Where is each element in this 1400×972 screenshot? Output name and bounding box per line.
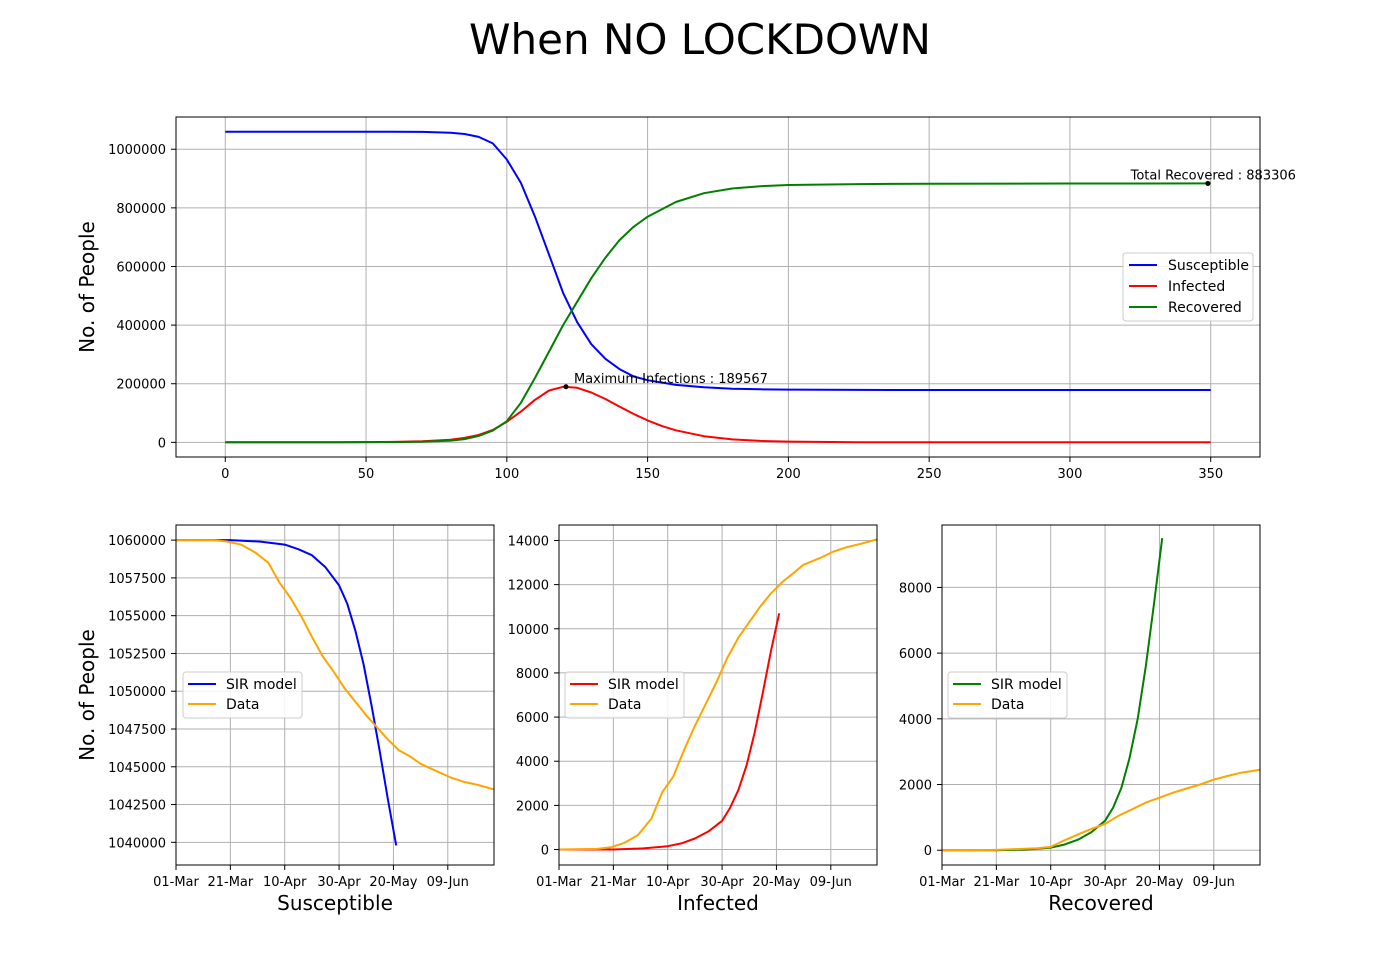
x-tick-label: 09-Jun [810, 875, 852, 890]
x-tick-label: 01-Mar [536, 875, 582, 890]
figure-title: When NO LOCKDOWN [469, 15, 931, 64]
y-tick-label: 10000 [508, 623, 549, 638]
x-tick-label: 50 [358, 467, 375, 482]
y-tick-label: 2000 [899, 779, 932, 794]
legend-label: Infected [1168, 279, 1225, 295]
y-tick-label: 1060000 [108, 534, 166, 549]
y-tick-label: 8000 [516, 667, 549, 682]
axes-frame [175, 116, 1261, 458]
y-tick-label: 8000 [899, 581, 932, 596]
x-tick-label: 01-Mar [919, 875, 965, 890]
legend: SIR model Data [564, 671, 685, 719]
y-tick-label: 1052500 [108, 647, 166, 662]
y-tick-label: 200000 [116, 378, 166, 393]
series-line-infected [225, 385, 1211, 444]
x-tick-label: 20-May [369, 875, 417, 890]
legend-label: SIR model [991, 677, 1062, 693]
annotation-label: Total Recovered : 883306 [1130, 168, 1296, 183]
legend-label: SIR model [226, 677, 297, 693]
axes-frame [175, 524, 495, 866]
x-axis-label: Infected [677, 891, 759, 915]
series-line-data [559, 538, 877, 851]
x-tick-label: 0 [221, 467, 229, 482]
series-line-recovered [225, 182, 1211, 444]
x-tick-label: 20-May [752, 875, 800, 890]
legend-label: Data [991, 697, 1024, 713]
x-tick-label: 21-Mar [590, 875, 636, 890]
x-tick-label: 150 [635, 467, 660, 482]
y-tick-label: 1042500 [108, 799, 166, 814]
legend-label: Data [226, 697, 259, 713]
y-tick-label: 0 [541, 844, 549, 859]
x-axis-label: Recovered [1048, 891, 1153, 915]
y-tick-label: 800000 [116, 202, 166, 217]
legend: SIR model Data [947, 671, 1068, 719]
x-tick-label: 21-Mar [973, 875, 1019, 890]
y-axis-label: No. of People [75, 629, 99, 761]
y-tick-label: 0 [924, 844, 932, 859]
y-tick-label: 0 [158, 436, 166, 451]
legend-label: Data [608, 697, 641, 713]
y-tick-label: 4000 [899, 713, 932, 728]
x-axis-label: Susceptible [277, 891, 393, 915]
y-tick-label: 1050000 [108, 685, 166, 700]
x-tick-label: 09-Jun [427, 875, 469, 890]
chart-susceptible: 01-Mar 21-Mar 10-Apr 30-Apr 20-May 09-Jun 1040… [75, 524, 495, 915]
y-tick-label: 1040000 [108, 836, 166, 851]
chart-main: 0 50 100 150 200 250 300 350 0 200000 400000 600000… [75, 116, 1296, 482]
axes-frame [558, 524, 878, 866]
y-tick-label: 1057500 [108, 572, 166, 587]
y-tick-label: 400000 [116, 319, 166, 334]
y-tick-label: 4000 [516, 755, 549, 770]
chart-recovered: 01-Mar 21-Mar 10-Apr 30-Apr 20-May 09-Jun 0 200… [899, 524, 1261, 915]
y-tick-label: 12000 [508, 579, 549, 594]
legend: Susceptible Infected Recovered [1122, 252, 1254, 322]
x-tick-label: 30-Apr [317, 875, 361, 890]
y-tick-label: 6000 [516, 711, 549, 726]
annotation-point [1205, 180, 1211, 186]
annotation-point [563, 384, 569, 390]
x-tick-label: 21-Mar [207, 875, 253, 890]
series-line-susceptible [225, 130, 1211, 391]
y-tick-label: 600000 [116, 260, 166, 275]
y-tick-label: 1055000 [108, 610, 166, 625]
x-tick-label: 10-Apr [263, 875, 307, 890]
legend-label: Recovered [1168, 300, 1242, 316]
series-line-data [176, 539, 494, 791]
chart-infected: 01-Mar 21-Mar 10-Apr 30-Apr 20-May 09-Jun 0 200… [508, 524, 878, 915]
x-tick-label: 30-Apr [700, 875, 744, 890]
x-tick-label: 300 [1058, 467, 1083, 482]
y-tick-label: 2000 [516, 799, 549, 814]
axes-frame [941, 524, 1261, 866]
x-tick-label: 01-Mar [153, 875, 199, 890]
y-tick-label: 1047500 [108, 723, 166, 738]
charts-group: 0 50 100 150 200 250 300 3500200000400000600000… [75, 116, 1296, 915]
series-line-data [942, 768, 1260, 852]
legend: SIR model Data [182, 671, 303, 719]
legend-box [1122, 252, 1254, 322]
x-tick-label: 250 [917, 467, 942, 482]
x-tick-label: 10-Apr [1029, 875, 1073, 890]
legend-label: Susceptible [1168, 258, 1249, 274]
x-tick-label: 200 [776, 467, 801, 482]
y-tick-label: 1000000 [108, 143, 166, 158]
series-line-sir-model [559, 613, 781, 851]
series-line-sir-model [176, 539, 398, 846]
x-tick-label: 100 [494, 467, 519, 482]
x-tick-label: 09-Jun [1193, 875, 1235, 890]
y-tick-label: 6000 [899, 647, 932, 662]
x-tick-label: 20-May [1135, 875, 1183, 890]
annotation-label: Maximum Infections : 189567 [574, 372, 768, 387]
x-tick-label: 10-Apr [646, 875, 690, 890]
legend-label: SIR model [608, 677, 679, 693]
x-tick-label: 350 [1198, 467, 1223, 482]
y-axis-label: No. of People [75, 221, 99, 353]
x-tick-label: 30-Apr [1083, 875, 1127, 890]
y-tick-label: 14000 [508, 534, 549, 549]
y-tick-label: 1045000 [108, 761, 166, 776]
